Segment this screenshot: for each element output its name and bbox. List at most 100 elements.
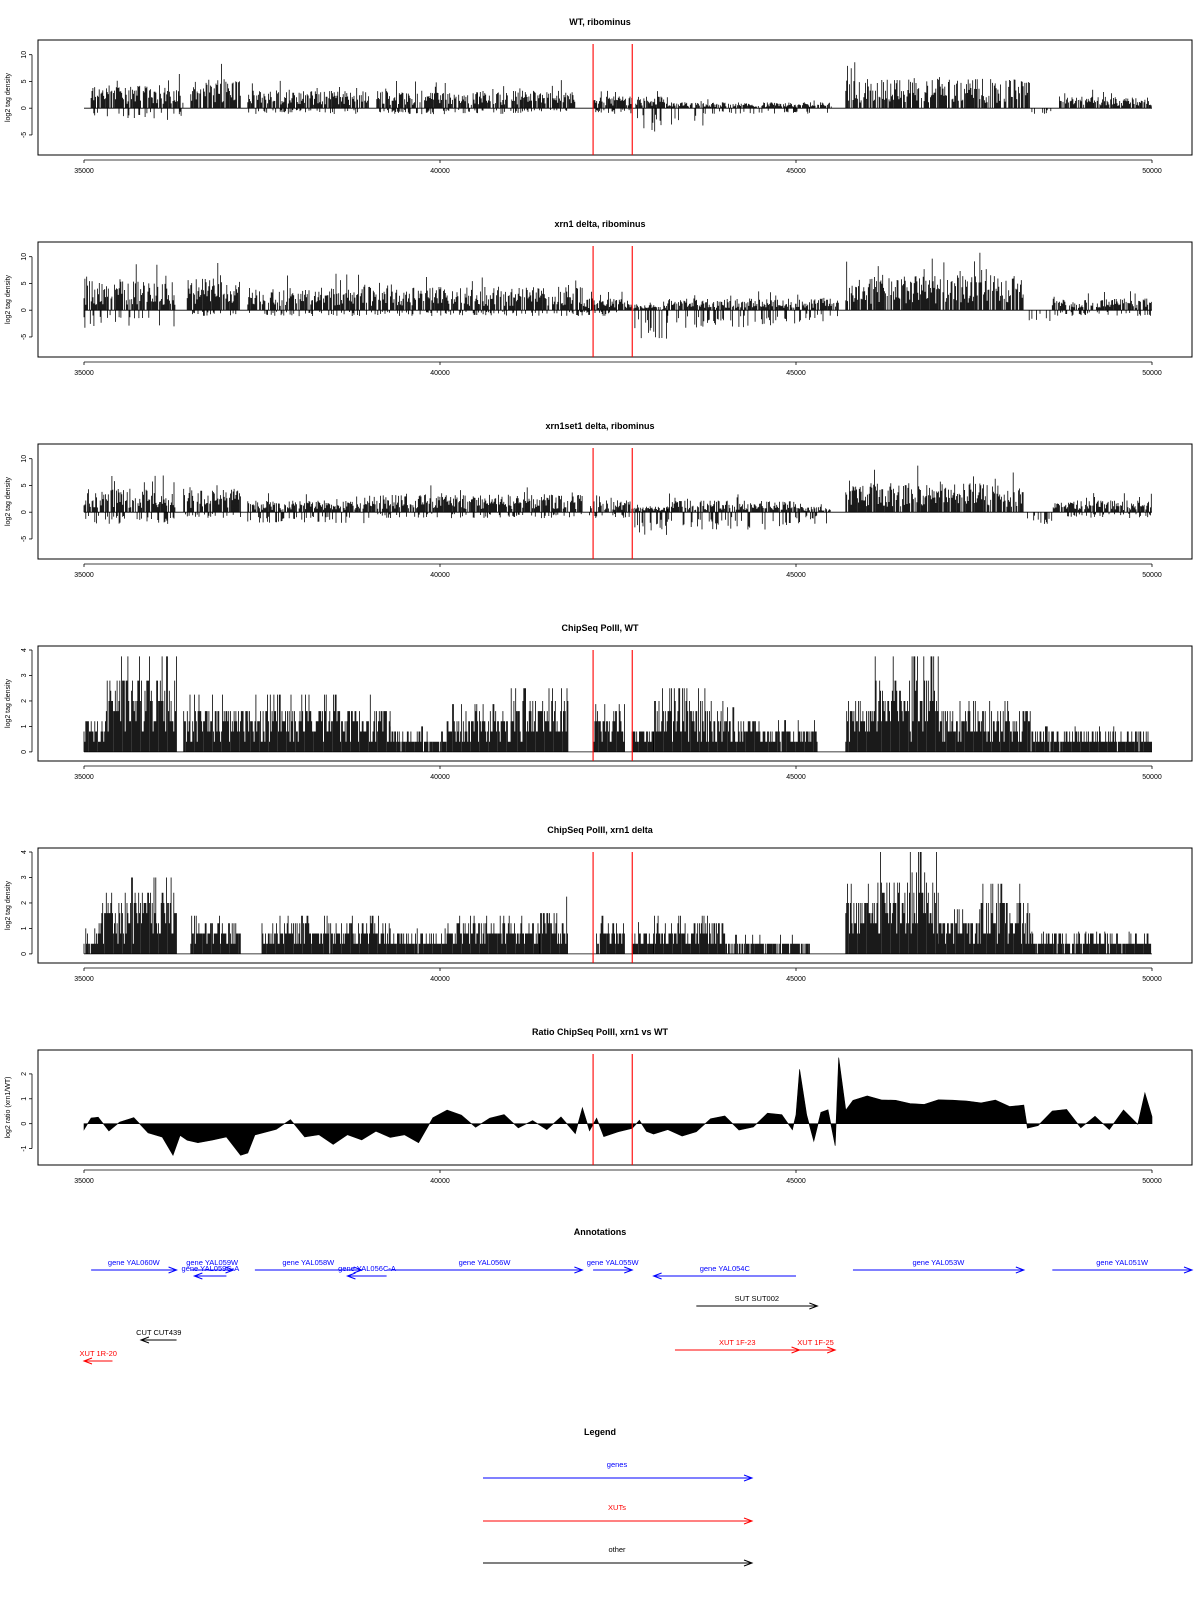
y-tick-label: 2 [21, 699, 28, 703]
feature-label: gene YAL053W [912, 1258, 965, 1267]
feature-arrowhead [1015, 1266, 1026, 1274]
x-tick-label: 45000 [786, 774, 806, 781]
feature-label: gene YAL060W [108, 1258, 161, 1267]
x-tick-label: 45000 [786, 1178, 806, 1185]
legend: Legend genes XUTs other [483, 1427, 754, 1567]
feature-label: gene YAL054C [700, 1264, 751, 1273]
feature-label: XUT 1F-25 [797, 1338, 834, 1347]
feature-arrowhead [168, 1266, 178, 1274]
x-tick-label: 50000 [1142, 976, 1162, 983]
legend-entry: genes [483, 1460, 754, 1482]
annotations-title: Annotations [574, 1227, 627, 1237]
x-tick-label: 35000 [74, 774, 94, 781]
plot-frame [37, 443, 1193, 560]
annotations-section: Annotations gene YAL060W gene YAL059Wgene… [80, 1227, 1194, 1365]
signal-bars [83, 656, 1152, 752]
y-tick-label: 5 [21, 483, 28, 487]
x-tick-label: 35000 [74, 976, 94, 983]
y-axis-label: log2 tag density [5, 476, 12, 526]
x-tick-label: 40000 [430, 774, 450, 781]
panel-title: Ratio ChipSeq PolII, xrn1 vs WT [532, 1027, 669, 1037]
y-tick-label: 1 [21, 724, 28, 728]
annotation-feature: gene YAL051W [1052, 1258, 1194, 1274]
y-tick-label: 0 [21, 106, 28, 110]
legend-label: XUTs [608, 1503, 626, 1512]
feature-arrowhead [574, 1266, 584, 1274]
feature-label: SUT SUT002 [735, 1294, 779, 1303]
feature-arrowhead [192, 1272, 203, 1280]
plot-frame [37, 39, 1193, 156]
x-tick-label: 40000 [430, 370, 450, 377]
annotation-feature: CUT CUT439 [136, 1328, 181, 1344]
annotation-feature: SUT SUT002 [696, 1294, 819, 1310]
legend-entry: other [483, 1545, 754, 1567]
annotation-feature: gene YAL059W [186, 1258, 239, 1274]
annotation-feature: gene YAL053W [852, 1258, 1026, 1274]
y-tick-label: -5 [21, 132, 28, 138]
signal-bars [83, 465, 1152, 535]
x-tick-label: 35000 [74, 572, 94, 579]
y-tick-label: 3 [21, 673, 28, 677]
plot-frame [37, 847, 1193, 964]
track-panel: ChipSeq PolII, WT log2 tag density 0 1 2 3 4 35… [5, 623, 1193, 781]
ratio-area [83, 1057, 1153, 1157]
panel-title: WT, ribominus [569, 17, 631, 27]
feature-label: gene YAL056C-A [338, 1264, 396, 1273]
y-tick-label: 0 [21, 308, 28, 312]
feature-arrowhead [353, 1266, 364, 1274]
x-tick-label: 35000 [74, 370, 94, 377]
y-tick-label: 10 [21, 455, 28, 463]
feature-label: gene YAL059C-A [182, 1264, 240, 1273]
x-tick-label: 45000 [786, 976, 806, 983]
y-tick-label: 0 [21, 952, 28, 956]
feature-arrowhead [809, 1302, 819, 1310]
annotation-feature: gene YAL056C-A [338, 1264, 396, 1280]
y-tick-label: 3 [21, 875, 28, 879]
feature-arrowhead [225, 1266, 235, 1274]
y-tick-label: 10 [21, 51, 28, 59]
signal-bars [90, 62, 1152, 132]
feature-arrowhead [82, 1357, 93, 1365]
x-tick-label: 50000 [1142, 168, 1162, 175]
y-tick-label: 1 [21, 1097, 28, 1101]
feature-label: XUT 1R-20 [80, 1349, 117, 1358]
feature-arrowhead [652, 1272, 662, 1280]
y-tick-label: -5 [21, 536, 28, 542]
feature-arrowhead [826, 1346, 837, 1354]
signal-bars [83, 252, 1152, 339]
plot-frame [37, 1049, 1193, 1166]
y-tick-label: 5 [21, 281, 28, 285]
annotation-feature: XUT 1F-23 [674, 1338, 801, 1354]
x-tick-label: 40000 [430, 976, 450, 983]
y-tick-label: 10 [21, 253, 28, 261]
annotation-feature: gene YAL059C-A [182, 1264, 240, 1280]
y-axis-label: log2 tag density [5, 880, 12, 930]
track-panel: xrn1set1 delta, ribominus log2 tag densit… [5, 421, 1193, 579]
legend-entry: XUTs [483, 1503, 754, 1525]
annotation-feature: XUT 1F-25 [796, 1338, 837, 1354]
annotation-feature: gene YAL055W [587, 1258, 639, 1274]
feature-label: XUT 1F-23 [719, 1338, 756, 1347]
annotation-feature: XUT 1R-20 [80, 1349, 117, 1365]
feature-arrowhead [1183, 1266, 1194, 1274]
annotation-feature: gene YAL060W [91, 1258, 178, 1274]
track-panel: ChipSeq PolII, xrn1 delta log2 tag densit… [5, 825, 1193, 983]
feature-arrowhead [624, 1266, 634, 1274]
x-tick-label: 45000 [786, 370, 806, 377]
y-tick-label: -1 [21, 1145, 28, 1151]
annotation-feature: gene YAL054C [652, 1264, 796, 1280]
annotation-feature: gene YAL056W [386, 1258, 584, 1274]
x-tick-label: 40000 [430, 1178, 450, 1185]
legend-title: Legend [584, 1427, 616, 1437]
x-tick-label: 40000 [430, 572, 450, 579]
y-tick-label: 4 [21, 648, 28, 652]
panel-title: xrn1set1 delta, ribominus [545, 421, 654, 431]
y-axis-label: log2 tag density [5, 72, 12, 122]
legend-label: genes [607, 1460, 628, 1469]
legend-arrowhead [743, 1559, 754, 1567]
y-tick-label: 4 [21, 850, 28, 854]
panel-title: ChipSeq PolII, WT [562, 623, 639, 633]
feature-arrowhead [139, 1336, 150, 1344]
